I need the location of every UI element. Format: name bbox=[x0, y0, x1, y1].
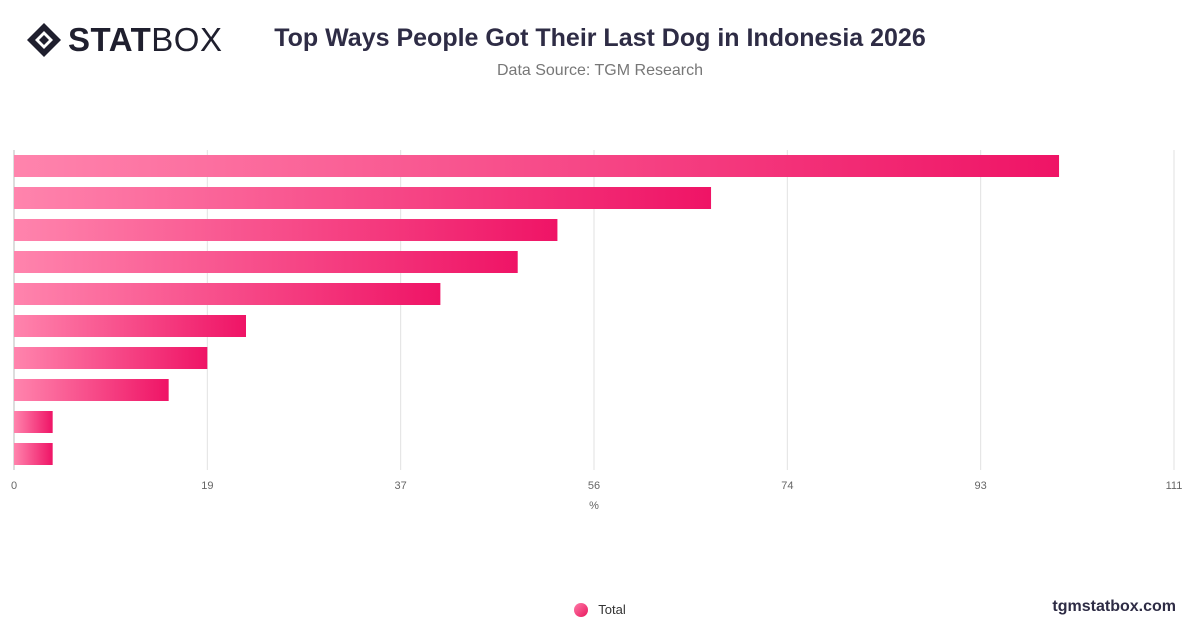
bar-series-total bbox=[14, 155, 1060, 465]
bar[interactable] bbox=[14, 379, 169, 401]
chart-title: Top Ways People Got Their Last Dog in In… bbox=[274, 24, 926, 52]
bar[interactable] bbox=[14, 347, 208, 369]
logo-wordmark: STATBOX bbox=[68, 22, 222, 58]
bar[interactable] bbox=[14, 155, 1060, 177]
x-tick-label: 56 bbox=[588, 480, 600, 492]
x-tick-label: 74 bbox=[781, 480, 793, 492]
x-tick-label: 111 bbox=[1166, 480, 1183, 492]
legend: Total bbox=[0, 602, 1200, 617]
statbox-logo: STATBOX bbox=[26, 22, 222, 58]
legend-label-total[interactable]: Total bbox=[598, 602, 626, 617]
x-tick-label: 93 bbox=[975, 480, 987, 492]
bar[interactable] bbox=[14, 219, 558, 241]
x-axis-ticks: 0 19 37 56 74 93 111 bbox=[11, 480, 1182, 492]
bar[interactable] bbox=[14, 443, 53, 465]
chart-subtitle: Data Source: TGM Research bbox=[496, 62, 703, 79]
x-axis-label: % bbox=[589, 500, 599, 512]
bar[interactable] bbox=[14, 187, 712, 209]
logo-wordmark-regular: BOX bbox=[151, 21, 223, 58]
x-tick-label: 19 bbox=[201, 480, 213, 492]
bar[interactable] bbox=[14, 283, 441, 305]
x-tick-label: 0 bbox=[11, 480, 17, 492]
bar[interactable] bbox=[14, 315, 246, 337]
bar[interactable] bbox=[14, 411, 53, 433]
bar[interactable] bbox=[14, 251, 518, 273]
x-tick-label: 37 bbox=[395, 480, 407, 492]
footer-site: tgmstatbox.com bbox=[1052, 598, 1176, 615]
legend-swatch-total[interactable] bbox=[574, 602, 589, 617]
statbox-diamond-icon bbox=[27, 23, 61, 57]
logo-wordmark-bold: STAT bbox=[68, 21, 152, 58]
